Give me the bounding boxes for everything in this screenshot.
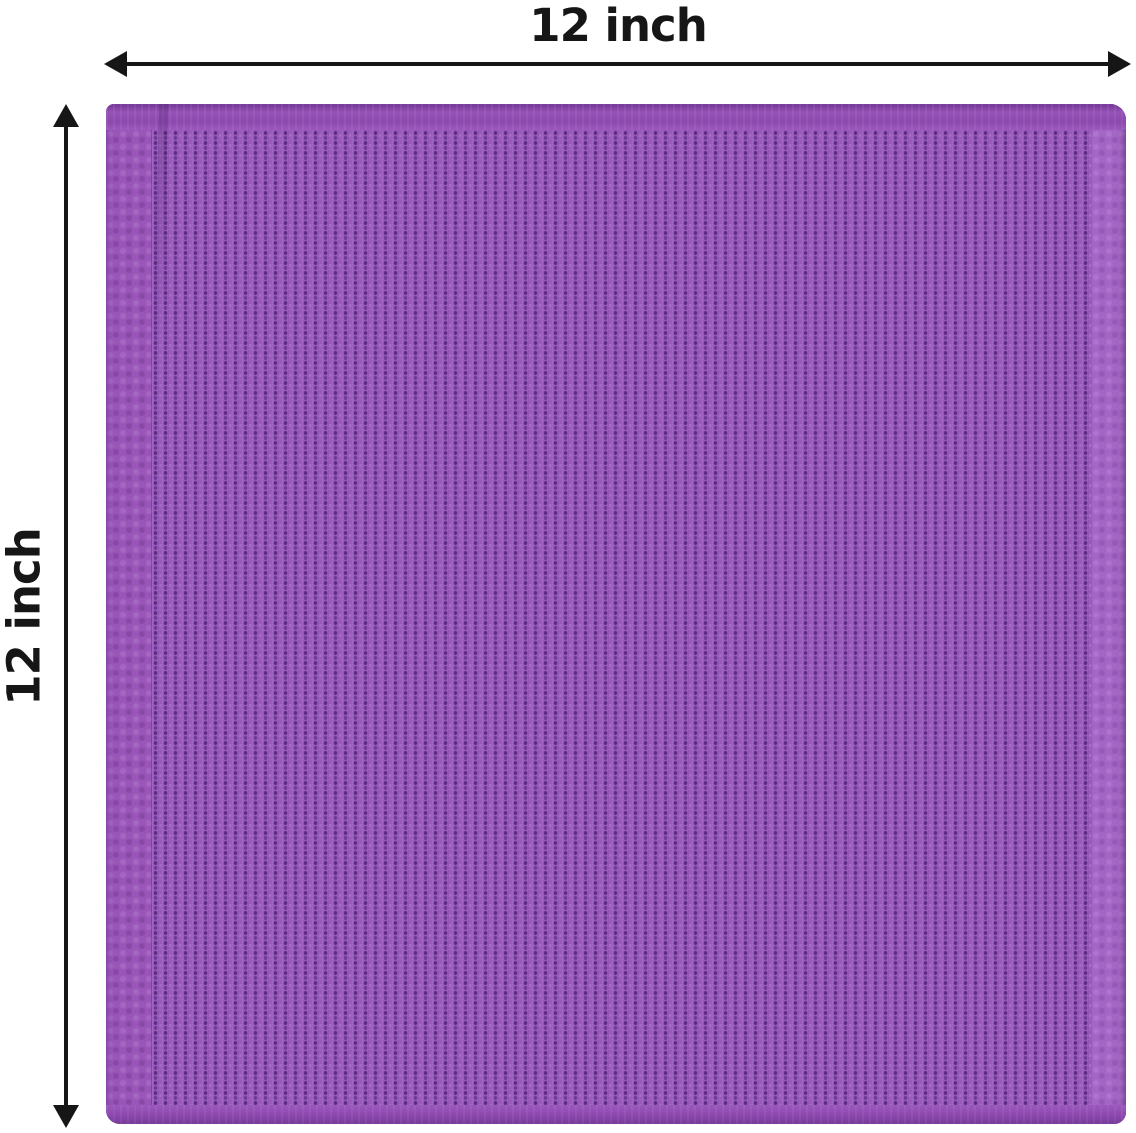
- width-dimension-label: 12 inch: [529, 0, 707, 52]
- fabric-waffle-texture: [152, 130, 1092, 1105]
- fabric-hem-top: [106, 104, 1126, 130]
- width-arrow-line: [119, 62, 1116, 66]
- height-dimension-arrow: [53, 104, 79, 1128]
- height-dimension-label: 12 inch: [0, 528, 51, 706]
- fabric-swatch: [106, 104, 1126, 1124]
- fabric-border-left: [106, 104, 152, 1124]
- arrowhead-down-icon: [53, 1105, 79, 1128]
- fabric-border-right: [1092, 104, 1126, 1124]
- height-arrow-line: [64, 119, 68, 1113]
- fabric-hem-bottom: [106, 1105, 1126, 1124]
- arrowhead-right-icon: [1108, 51, 1131, 77]
- arrowhead-left-icon: [104, 51, 127, 77]
- arrowhead-up-icon: [53, 104, 79, 127]
- width-dimension-arrow: [104, 51, 1131, 77]
